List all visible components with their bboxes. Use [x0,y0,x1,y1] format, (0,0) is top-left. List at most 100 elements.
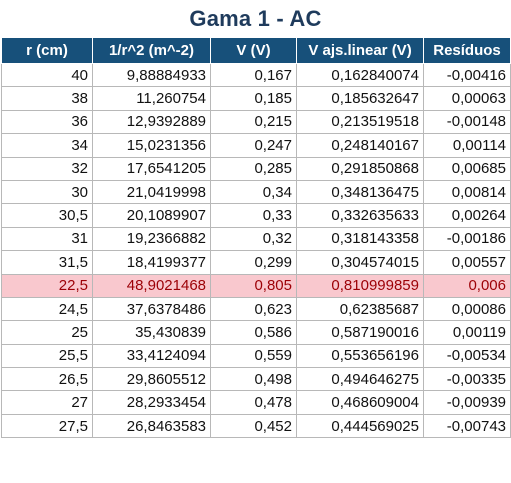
cell-voltage[interactable]: 0,805 [210,273,297,298]
cell-inv-r2[interactable]: 11,260754 [92,86,211,111]
cell-r[interactable]: 24,5 [1,296,93,322]
cell-voltage-fit[interactable]: 0,494646275 [296,367,424,392]
cell-voltage[interactable]: 0,215 [210,109,297,135]
cell-r[interactable]: 27 [1,390,93,415]
cell-residual[interactable]: -0,00335 [423,367,511,392]
cell-voltage[interactable]: 0,185 [210,86,297,111]
cell-residual[interactable]: 0,00063 [423,86,511,111]
cell-voltage-fit[interactable]: 0,810999859 [296,273,424,298]
cell-inv-r2[interactable]: 15,0231356 [92,133,211,158]
cell-inv-r2[interactable]: 28,2933454 [92,390,211,415]
cell-voltage[interactable]: 0,498 [210,367,297,392]
table-row: 26,5 29,8605512 0,498 0,494646275 -0,00335 [1,367,511,392]
cell-r[interactable]: 32 [1,156,93,181]
cell-inv-r2[interactable]: 35,430839 [92,320,211,345]
header-r[interactable]: r (cm) [1,37,93,64]
table-row: 36 12,9392889 0,215 0,213519518 -0,00148 [1,109,511,135]
cell-voltage-fit[interactable]: 0,587190016 [296,320,424,345]
cell-residual[interactable]: -0,00148 [423,109,511,135]
table-row: 31,5 18,4199377 0,299 0,304574015 0,00557 [1,250,511,275]
cell-voltage-fit[interactable]: 0,444569025 [296,413,424,439]
table-row: 32 17,6541205 0,285 0,291850868 0,00685 [1,156,511,181]
cell-voltage[interactable]: 0,247 [210,133,297,158]
cell-voltage-fit[interactable]: 0,162840074 [296,62,424,88]
cell-residual[interactable]: -0,00534 [423,343,511,369]
table-row: 34 15,0231356 0,247 0,248140167 0,00114 [1,133,511,158]
cell-voltage[interactable]: 0,623 [210,296,297,322]
cell-inv-r2[interactable]: 18,4199377 [92,250,211,275]
cell-voltage[interactable]: 0,452 [210,413,297,439]
cell-inv-r2[interactable]: 29,8605512 [92,367,211,392]
cell-voltage[interactable]: 0,586 [210,320,297,345]
cell-residual[interactable]: 0,00557 [423,250,511,275]
cell-residual[interactable]: 0,00685 [423,156,511,181]
cell-voltage-fit[interactable]: 0,304574015 [296,250,424,275]
table-title[interactable]: Gama 1 - AC [189,6,322,31]
cell-r[interactable]: 36 [1,109,93,135]
cell-inv-r2[interactable]: 17,6541205 [92,156,211,181]
cell-r[interactable]: 31 [1,226,93,252]
cell-voltage-fit[interactable]: 0,318143358 [296,226,424,252]
cell-voltage-fit[interactable]: 0,213519518 [296,109,424,135]
cell-residual[interactable]: -0,00743 [423,413,511,439]
table-row: 30 21,0419998 0,34 0,348136475 0,00814 [1,179,511,205]
cell-voltage[interactable]: 0,478 [210,390,297,415]
cell-inv-r2[interactable]: 12,9392889 [92,109,211,135]
cell-voltage-fit[interactable]: 0,291850868 [296,156,424,181]
cell-r[interactable]: 27,5 [1,413,93,439]
cell-voltage[interactable]: 0,32 [210,226,297,252]
cell-residual[interactable]: 0,006 [423,273,511,298]
cell-voltage-fit[interactable]: 0,553656196 [296,343,424,369]
cell-r[interactable]: 40 [1,62,93,88]
cell-residual[interactable]: 0,00086 [423,296,511,322]
cell-residual[interactable]: 0,00114 [423,133,511,158]
cell-inv-r2[interactable]: 21,0419998 [92,179,211,205]
cell-residual[interactable]: -0,00939 [423,390,511,415]
table-row: 27,5 26,8463583 0,452 0,444569025 -0,00743 [1,413,511,439]
cell-inv-r2[interactable]: 26,8463583 [92,413,211,439]
cell-r[interactable]: 26,5 [1,367,93,392]
cell-r[interactable]: 38 [1,86,93,111]
cell-voltage-fit[interactable]: 0,185632647 [296,86,424,111]
header-inv-r2[interactable]: 1/r^2 (m^-2) [92,37,211,64]
cell-voltage-fit[interactable]: 0,332635633 [296,203,424,228]
cell-voltage[interactable]: 0,299 [210,250,297,275]
cell-voltage[interactable]: 0,167 [210,62,297,88]
cell-r[interactable]: 30 [1,179,93,205]
cell-voltage[interactable]: 0,559 [210,343,297,369]
table-row: 38 11,260754 0,185 0,185632647 0,00063 [1,86,511,111]
cell-r[interactable]: 25 [1,320,93,345]
cell-inv-r2[interactable]: 19,2366882 [92,226,211,252]
cell-r[interactable]: 25,5 [1,343,93,369]
cell-r[interactable]: 34 [1,133,93,158]
cell-residual[interactable]: -0,00416 [423,62,511,88]
cell-voltage-fit[interactable]: 0,248140167 [296,133,424,158]
cell-r[interactable]: 31,5 [1,250,93,275]
cell-residual[interactable]: -0,00186 [423,226,511,252]
cell-residual[interactable]: 0,00264 [423,203,511,228]
cell-inv-r2[interactable]: 33,4124094 [92,343,211,369]
cell-r[interactable]: 22,5 [1,273,93,298]
cell-residual[interactable]: 0,00814 [423,179,511,205]
cell-residual[interactable]: 0,00119 [423,320,511,345]
header-voltage-fit[interactable]: V ajs.linear (V) [296,37,424,64]
cell-r[interactable]: 30,5 [1,203,93,228]
cell-inv-r2[interactable]: 9,88884933 [92,62,211,88]
cell-voltage-fit[interactable]: 0,468609004 [296,390,424,415]
cell-inv-r2[interactable]: 37,6378486 [92,296,211,322]
table-row: 40 9,88884933 0,167 0,162840074 -0,00416 [1,62,511,88]
cell-voltage[interactable]: 0,33 [210,203,297,228]
cell-voltage-fit[interactable]: 0,62385687 [296,296,424,322]
cell-inv-r2[interactable]: 20,1089907 [92,203,211,228]
cell-voltage[interactable]: 0,285 [210,156,297,181]
table-row: 31 19,2366882 0,32 0,318143358 -0,00186 [1,226,511,252]
cell-voltage-fit[interactable]: 0,348136475 [296,179,424,205]
header-voltage[interactable]: V (V) [210,37,297,64]
header-residuals[interactable]: Resíduos [423,37,511,64]
table-row-highlighted: 22,5 48,9021468 0,805 0,810999859 0,006 [1,273,511,298]
table-row: 25 35,430839 0,586 0,587190016 0,00119 [1,320,511,345]
table-row: 25,5 33,4124094 0,559 0,553656196 -0,00534 [1,343,511,369]
cell-voltage[interactable]: 0,34 [210,179,297,205]
cell-inv-r2[interactable]: 48,9021468 [92,273,211,298]
